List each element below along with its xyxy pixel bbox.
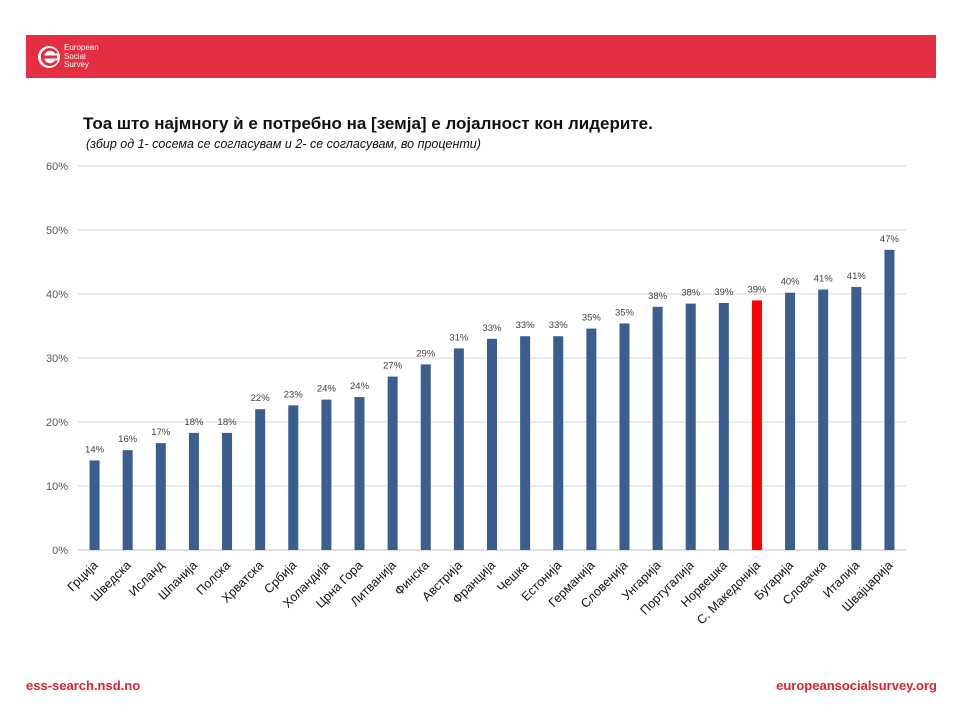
footer-link-ess-website[interactable]: europeansocialsurvey.org [776,678,937,693]
data-label: 38% [681,288,701,299]
data-label: 39% [714,287,734,298]
bar [288,405,299,550]
data-label: 39% [747,284,767,295]
bar [255,409,266,550]
y-tick-label: 0% [52,545,68,557]
bar [751,300,762,550]
data-label: 16% [118,434,138,445]
bar [818,289,829,550]
bar [487,338,497,550]
bar [354,397,365,550]
bar [155,443,166,550]
bar [619,323,630,550]
y-tick-label: 10% [46,481,68,493]
data-label: 33% [549,320,569,331]
bar [586,328,597,550]
data-label: 24% [350,381,370,392]
chart-subtitle: (збир од 1- сосема се согласувам и 2- се… [86,137,481,151]
bar [652,306,663,550]
data-label: 17% [151,427,171,438]
bar [188,432,199,550]
data-label: 22% [251,393,271,404]
data-label: 27% [383,361,403,372]
data-label: 40% [781,277,801,288]
bar [89,460,100,550]
y-tick-label: 60% [46,161,68,173]
bar [553,336,564,550]
data-label: 33% [482,323,502,334]
bar [321,399,332,550]
data-label: 35% [615,307,635,318]
bar [685,303,696,550]
data-label: 18% [218,417,238,428]
data-label: 18% [184,417,204,428]
y-tick-label: 20% [46,417,68,429]
logo-text: European Social Survey [64,43,99,69]
data-label: 41% [847,271,867,282]
footer-link-ess-search[interactable]: ess-search.nsd.no [26,678,141,693]
bar [785,292,796,550]
data-label: 29% [416,348,436,359]
data-label: 23% [284,389,304,400]
chart-title: Тоа што најмногу ѝ е потребно на [земја]… [83,114,653,133]
data-label: 35% [582,313,602,324]
ess-logo-icon [38,46,60,68]
data-label: 33% [516,320,536,331]
bar [122,450,133,550]
header-banner [26,35,936,78]
data-label: 41% [814,274,834,285]
bar [453,348,464,550]
bar [718,302,729,550]
y-tick-label: 30% [46,353,68,365]
data-label: 38% [648,291,668,302]
bar [884,249,895,550]
bar [222,432,233,550]
data-label: 31% [449,332,469,343]
data-label: 47% [880,234,900,245]
bar [387,376,398,550]
data-label: 14% [85,444,105,455]
bar [520,336,531,550]
data-label: 24% [317,384,337,395]
y-tick-label: 40% [46,289,68,301]
bar [851,286,862,550]
y-tick-label: 50% [46,225,68,237]
bar [420,364,431,550]
